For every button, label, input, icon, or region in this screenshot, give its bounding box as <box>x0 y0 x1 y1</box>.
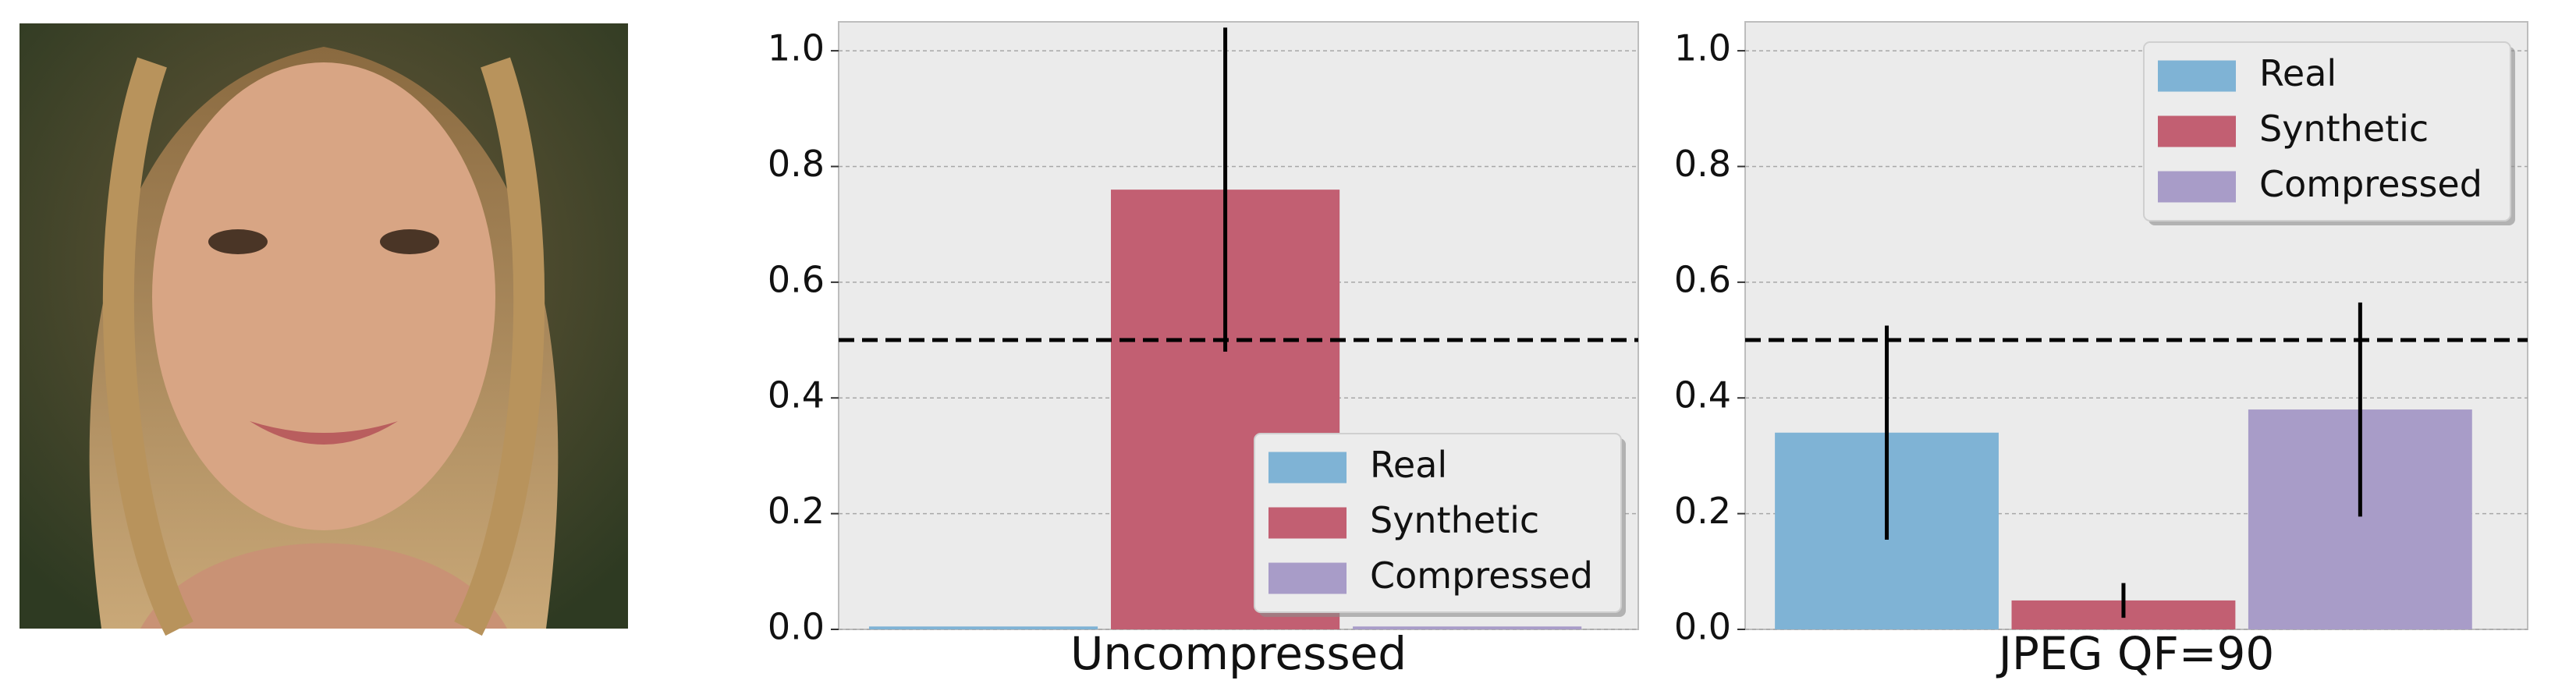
bar <box>868 626 1098 629</box>
y-tick-label: 0.2 <box>768 490 825 532</box>
y-tick-label: 0.8 <box>1674 143 1731 185</box>
y-tick-label: 1.0 <box>1674 27 1731 69</box>
legend-label: Synthetic <box>1370 499 1539 541</box>
y-tick-label: 0.6 <box>768 258 825 300</box>
y-tick-label: 0.0 <box>1674 606 1731 648</box>
legend-swatch <box>1268 562 1347 594</box>
legend-label: Synthetic <box>2259 108 2429 150</box>
x-axis-label: JPEG QF=90 <box>1996 627 2275 680</box>
legend-swatch <box>2158 171 2236 203</box>
legend-swatch <box>1268 507 1347 539</box>
legend-label: Compressed <box>2259 163 2482 205</box>
bar <box>1353 626 1582 629</box>
photo <box>20 23 628 636</box>
y-tick-label: 0.4 <box>1674 374 1731 416</box>
y-tick-label: 1.0 <box>768 27 825 69</box>
chart: 0.0 0.2 0.4 0.6 0.8 1.0 JPEG QF=90 Real Syntheti… <box>1674 21 2528 680</box>
x-axis-label: Uncompressed <box>1070 627 1407 680</box>
legend-label: Real <box>2259 52 2336 94</box>
legend-swatch <box>2158 60 2236 92</box>
chart: 0.0 0.2 0.4 0.6 0.8 1.0 Uncompressed Real Synthe… <box>768 21 1639 680</box>
y-tick-label: 0.0 <box>768 606 825 648</box>
legend: Real Synthetic Compressed <box>1254 433 1626 617</box>
y-tick-label: 0.2 <box>1674 490 1731 532</box>
y-tick-label: 0.4 <box>768 374 825 416</box>
y-tick-label: 0.8 <box>768 143 825 185</box>
legend-label: Compressed <box>1370 555 1593 597</box>
legend-swatch <box>1268 452 1347 484</box>
legend-label: Real <box>1370 444 1447 486</box>
y-tick-label: 0.6 <box>1674 258 1731 300</box>
legend: Real Synthetic Compressed <box>2143 41 2515 225</box>
legend-swatch <box>2158 115 2236 147</box>
